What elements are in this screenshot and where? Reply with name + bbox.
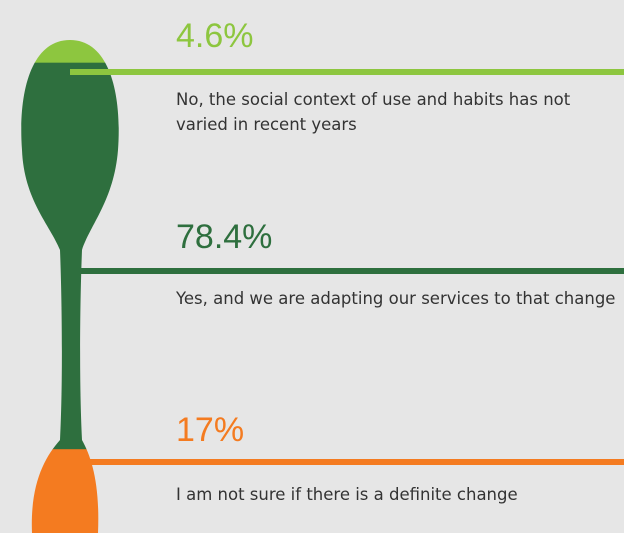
answer-text: I am not sure if there is a definite cha… bbox=[176, 485, 518, 504]
answer-text: Yes, and we are adapting our services to… bbox=[176, 289, 616, 308]
answer-text: No, the social context of use and habits… bbox=[176, 90, 571, 134]
percent-label: 78.4% bbox=[176, 218, 273, 256]
spoon-segment bbox=[21, 40, 119, 64]
percent-label: 4.6% bbox=[176, 17, 254, 55]
percent-label: 17% bbox=[176, 411, 245, 449]
spoon-segment bbox=[21, 62, 119, 450]
